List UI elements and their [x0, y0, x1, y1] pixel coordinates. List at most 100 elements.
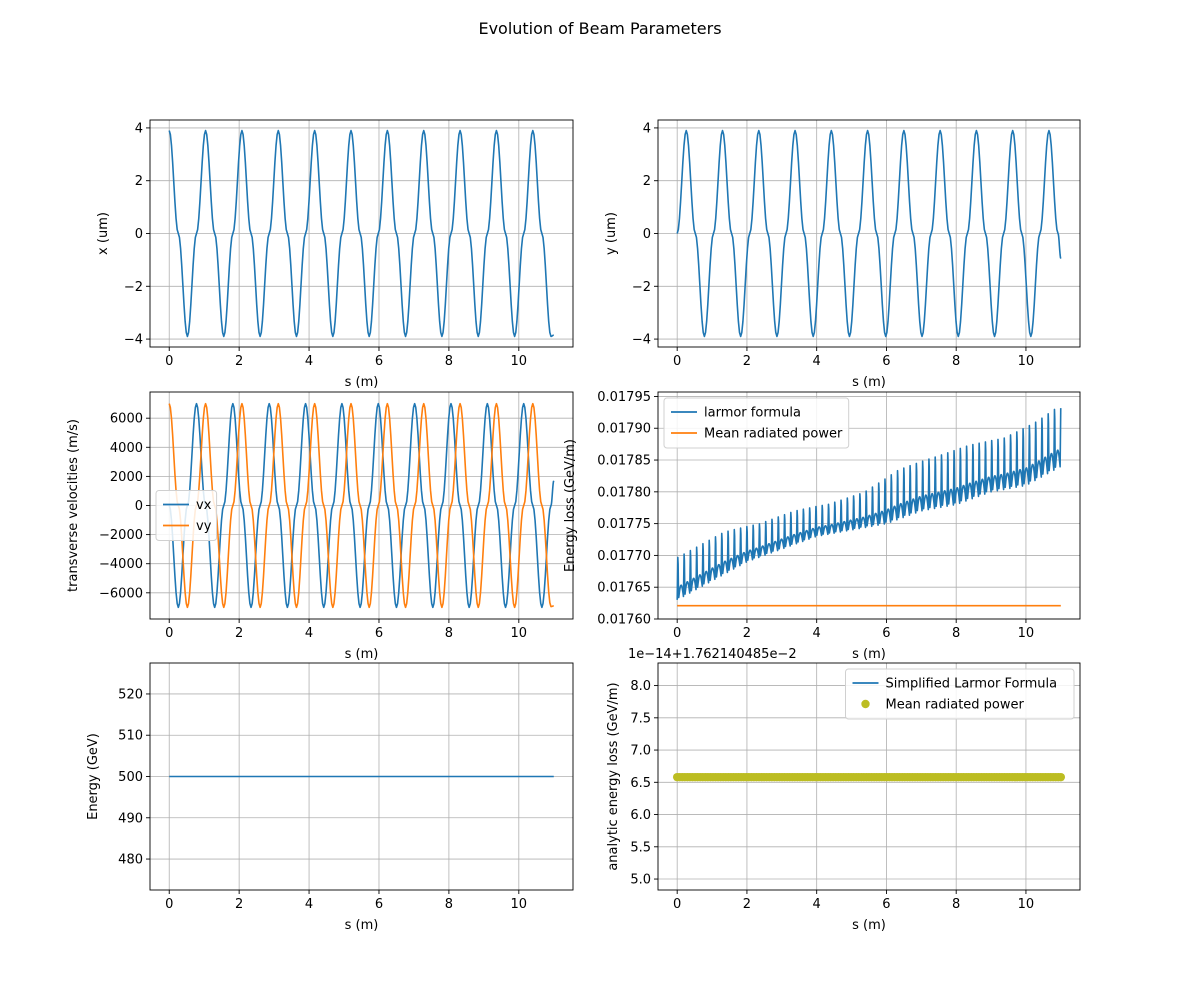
y-axis-label: analytic energy loss (GeV/m): [606, 682, 621, 870]
y-tick-label: 500: [118, 770, 143, 785]
y-tick-label: 0.01765: [597, 581, 651, 596]
y-tick-label: 0: [135, 227, 143, 242]
chart-eloss: 0 2 4 6 8 10 0.01760 0.01765 0.01770 0.01775 0.017…: [563, 390, 1081, 662]
x-axis-label: s (m): [852, 647, 886, 662]
legend-box: [663, 397, 850, 449]
y-tick-label: 7.5: [630, 711, 651, 726]
x-tick-label: 4: [813, 354, 821, 369]
y-tick-label: 4: [135, 121, 143, 136]
x-tick-label: 8: [445, 354, 453, 369]
series-line-0: [168, 129, 555, 338]
y-tick-label: 6000: [110, 412, 143, 427]
y-tick-label: 0: [643, 227, 651, 242]
axes-frame: [657, 391, 1081, 620]
legend-label: vx: [196, 498, 212, 513]
y-tick-label: −4: [124, 333, 143, 348]
x-tick-label: 2: [235, 897, 243, 912]
legend-marker: [861, 699, 870, 709]
y-tick-label: 0.01795: [597, 390, 651, 405]
y-axis-label: y (um): [604, 212, 619, 255]
x-tick-label: 0: [673, 897, 681, 912]
y-tick-label: 2: [135, 174, 143, 189]
x-axis-label: s (m): [345, 375, 379, 390]
legend: Simplified Larmor Formula Mean radiated p…: [845, 668, 1075, 720]
y-tick-label: 0.01790: [597, 422, 651, 437]
scatter-point: [1056, 772, 1066, 782]
plot-area: [672, 772, 1066, 782]
y-tick-label: 5.0: [630, 873, 651, 888]
x-tick-label: 0: [165, 897, 173, 912]
x-axis-label: s (m): [345, 647, 379, 662]
y-tick-label: 7.0: [630, 744, 651, 759]
y-tick-label: −2: [632, 280, 651, 295]
x-tick-label: 2: [235, 626, 243, 641]
y-tick-label: 510: [118, 729, 143, 744]
y-tick-label: 480: [118, 853, 143, 868]
y-tick-label: 8.0: [630, 679, 651, 694]
charts: 0 2 4 6 8 10 −4 −2 0 2 4 s (m) x (um) 0 2 4 6 8 10 −4 −2 0 2 4 s…: [66, 119, 1081, 933]
x-tick-label: 0: [165, 354, 173, 369]
legend-label: vy: [196, 519, 212, 534]
x-tick-label: 8: [445, 897, 453, 912]
plot-area: [676, 129, 1062, 338]
x-tick-label: 10: [511, 897, 528, 912]
y-tick-label: −4000: [99, 557, 143, 572]
x-tick-label: 8: [952, 626, 960, 641]
legend-label: Mean radiated power: [886, 698, 1025, 713]
y-tick-label: 2000: [110, 470, 143, 485]
chart-x: 0 2 4 6 8 10 −4 −2 0 2 4 s (m) x (um): [96, 119, 574, 390]
x-axis-label: s (m): [345, 918, 379, 933]
plot-area: [168, 402, 555, 609]
y-tick-label: 5.5: [630, 840, 651, 855]
x-tick-label: 2: [743, 626, 751, 641]
legend-box: [845, 668, 1075, 720]
chart-v: 0 2 4 6 8 10 −6000 −4000 −2000 0 2000 4000 6000 s (m)…: [66, 391, 574, 662]
x-tick-label: 6: [882, 354, 890, 369]
y-tick-label: 490: [118, 811, 143, 826]
y-tick-label: 0.01770: [597, 549, 651, 564]
x-tick-label: 6: [375, 354, 383, 369]
y-tick-label: 0.01775: [597, 517, 651, 532]
legend-label: larmor formula: [704, 406, 801, 421]
x-tick-label: 0: [165, 626, 173, 641]
x-tick-label: 4: [813, 897, 821, 912]
legend: larmor formula Mean radiated power: [663, 397, 850, 449]
y-tick-label: −4: [632, 333, 651, 348]
x-tick-label: 4: [813, 626, 821, 641]
figure-title: Evolution of Beam Parameters: [478, 19, 721, 38]
y-tick-label: 0.01760: [597, 613, 651, 628]
legend-label: Mean radiated power: [704, 427, 843, 442]
x-axis-label: s (m): [852, 375, 886, 390]
y-tick-label: −6000: [99, 586, 143, 601]
y-tick-label: 520: [118, 687, 143, 702]
x-tick-label: 2: [235, 354, 243, 369]
y-tick-label: 4000: [110, 441, 143, 456]
chart-energy: 0 2 4 6 8 10 480 490 500 510 520 s (m) Energy (GeV): [86, 662, 574, 933]
x-tick-label: 10: [511, 354, 528, 369]
series-line-0: [676, 129, 1062, 338]
y-tick-label: 4: [643, 121, 651, 136]
y-axis-label: Energy (GeV): [86, 733, 101, 820]
x-tick-label: 6: [882, 897, 890, 912]
y-axis-label: Energy loss (GeV/m): [563, 439, 578, 572]
plot-area: [168, 129, 555, 338]
x-tick-label: 10: [511, 626, 528, 641]
plot-area: [676, 408, 1062, 607]
x-tick-label: 6: [882, 626, 890, 641]
x-tick-label: 10: [1018, 354, 1035, 369]
axes-frame: [657, 662, 1081, 891]
y-axis-label: x (um): [96, 212, 111, 255]
y-axis-label: transverse velocities (m/s): [66, 419, 81, 592]
x-tick-label: 4: [305, 897, 313, 912]
x-tick-label: 10: [1018, 897, 1035, 912]
x-tick-label: 2: [743, 897, 751, 912]
x-tick-label: 8: [952, 354, 960, 369]
y-offset-text: 1e−14+1.762140485e−2: [628, 647, 797, 662]
y-tick-label: 6.5: [630, 776, 651, 791]
x-tick-label: 6: [375, 626, 383, 641]
legend-label: Simplified Larmor Formula: [886, 677, 1058, 692]
series-line-larmor-formula: [676, 408, 1062, 600]
y-tick-label: 2: [643, 174, 651, 189]
x-axis-label: s (m): [852, 918, 886, 933]
